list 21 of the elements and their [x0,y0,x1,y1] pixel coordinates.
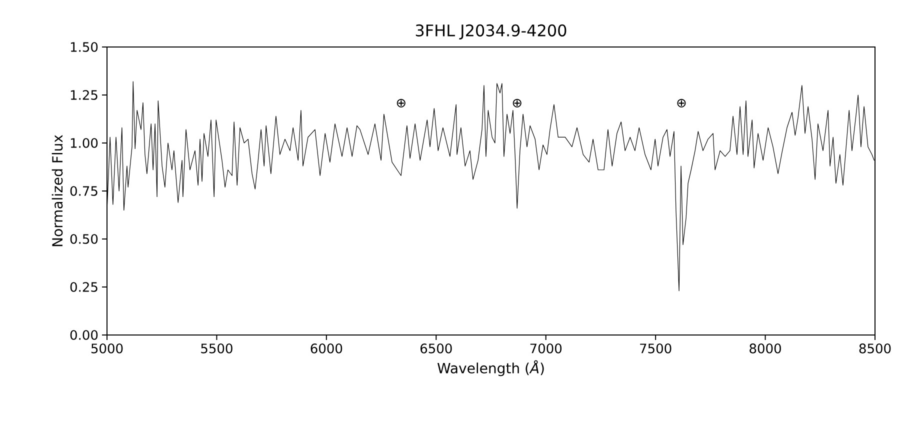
annotation: ⊕ [396,98,406,108]
x-tick-label: 5500 [201,344,232,354]
y-tick-label: 1.50 [70,42,98,52]
x-tick-label: 8500 [859,344,891,354]
x-tick-label: 6500 [420,344,452,354]
y-tick-label: 1.00 [70,138,98,148]
x-tick-label: 8000 [750,344,781,354]
y-tick-label: 1.25 [70,90,98,100]
x-tick-label: 7000 [530,344,562,354]
y-tick-label: 0.50 [70,234,98,244]
y-tick-label: 0.00 [70,330,98,340]
y-tick-label: 0.75 [70,186,98,196]
x-tick-label: 5000 [91,344,123,354]
y-tick-label: 0.25 [70,282,98,292]
y-axis-title: Normalized Flux [52,134,63,246]
x-tick-label: 6000 [310,344,342,354]
x-axis-title: Wavelength (Å) [437,360,544,376]
annotation: ⊕ [677,98,686,108]
annotation: ⊕ [512,98,522,108]
chart-title: 3FHL J2034.9-4200 [416,24,566,40]
x-tick-label: 7500 [640,344,672,354]
